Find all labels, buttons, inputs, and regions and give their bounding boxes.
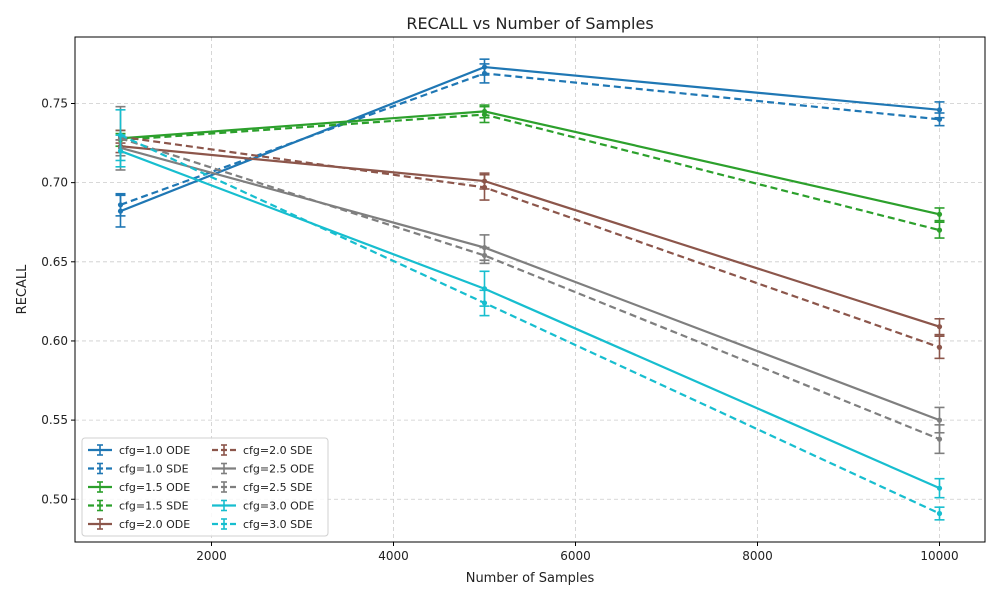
legend-label: cfg=1.5 ODE [119, 481, 190, 494]
legend-item: cfg=2.0 SDE [212, 444, 313, 457]
data-point [481, 70, 488, 77]
legend-item: cfg=1.0 SDE [88, 463, 189, 476]
series-cfg-3-0-sde [115, 109, 945, 521]
legend-label: cfg=2.0 SDE [243, 444, 313, 457]
legend-label: cfg=1.5 SDE [119, 500, 189, 513]
data-point [481, 300, 488, 306]
data-point [936, 107, 943, 113]
legend-item: cfg=2.0 ODE [88, 518, 190, 531]
legend-item: cfg=1.5 ODE [88, 481, 190, 494]
data-point [481, 252, 488, 259]
legend-label: cfg=1.0 ODE [119, 444, 190, 457]
data-point [936, 485, 943, 491]
x-tick-label: 4000 [378, 549, 409, 563]
x-tick-label: 2000 [196, 549, 227, 563]
legend-label: cfg=2.5 ODE [243, 463, 314, 476]
data-point [481, 184, 488, 190]
data-point [481, 111, 488, 118]
data-point [936, 417, 943, 423]
y-tick-label: 0.60 [41, 334, 68, 348]
x-tick-label: 10000 [920, 549, 958, 563]
y-tick-label: 0.75 [41, 96, 68, 110]
y-tick-label: 0.55 [41, 413, 68, 427]
legend-item: cfg=3.0 SDE [212, 518, 313, 531]
legend-item: cfg=1.5 SDE [88, 500, 189, 513]
y-axis-label: RECALL [15, 264, 30, 314]
x-tick-label: 8000 [742, 549, 773, 563]
series-cfg-1-0-sde [115, 63, 945, 217]
data-point [117, 132, 124, 138]
legend-item: cfg=3.0 ODE [212, 500, 314, 513]
y-tick-label: 0.50 [41, 492, 68, 506]
y-tick-label: 0.65 [41, 255, 68, 269]
chart-title: RECALL vs Number of Samples [406, 14, 653, 33]
x-tick-label: 6000 [560, 549, 591, 563]
data-point [936, 344, 943, 350]
legend-label: cfg=2.5 SDE [243, 481, 313, 494]
legend-item: cfg=2.5 SDE [212, 481, 313, 494]
legend-label: cfg=3.0 SDE [243, 518, 313, 531]
plot-area-frame [74, 36, 986, 543]
axis-ticks: 2000 4000 6000 8000 10000 0.50 0.55 0.60 0.65 0.7… [41, 96, 958, 563]
data-point [936, 116, 943, 122]
legend-label: cfg=3.0 ODE [243, 500, 314, 513]
data-point [117, 202, 124, 208]
data-point [936, 510, 943, 517]
legend: cfg=1.0 ODE cfg=1.0 SDE cfg=1.5 ODE cfg=1.5… [81, 437, 329, 537]
data-point [936, 211, 943, 217]
data-point [936, 324, 943, 330]
legend-item: cfg=1.0 ODE [88, 444, 190, 457]
data-point [936, 436, 943, 442]
series-layer [115, 58, 945, 521]
legend-item: cfg=2.5 ODE [212, 463, 314, 476]
legend-label: cfg=2.0 ODE [119, 518, 190, 531]
x-axis-label: Number of Samples [466, 571, 595, 586]
legend-box [81, 437, 329, 537]
y-tick-label: 0.70 [41, 176, 68, 190]
data-point [936, 227, 943, 233]
series-line [120, 137, 940, 441]
grid-lines [75, 37, 985, 542]
legend-label: cfg=1.0 SDE [119, 463, 189, 476]
